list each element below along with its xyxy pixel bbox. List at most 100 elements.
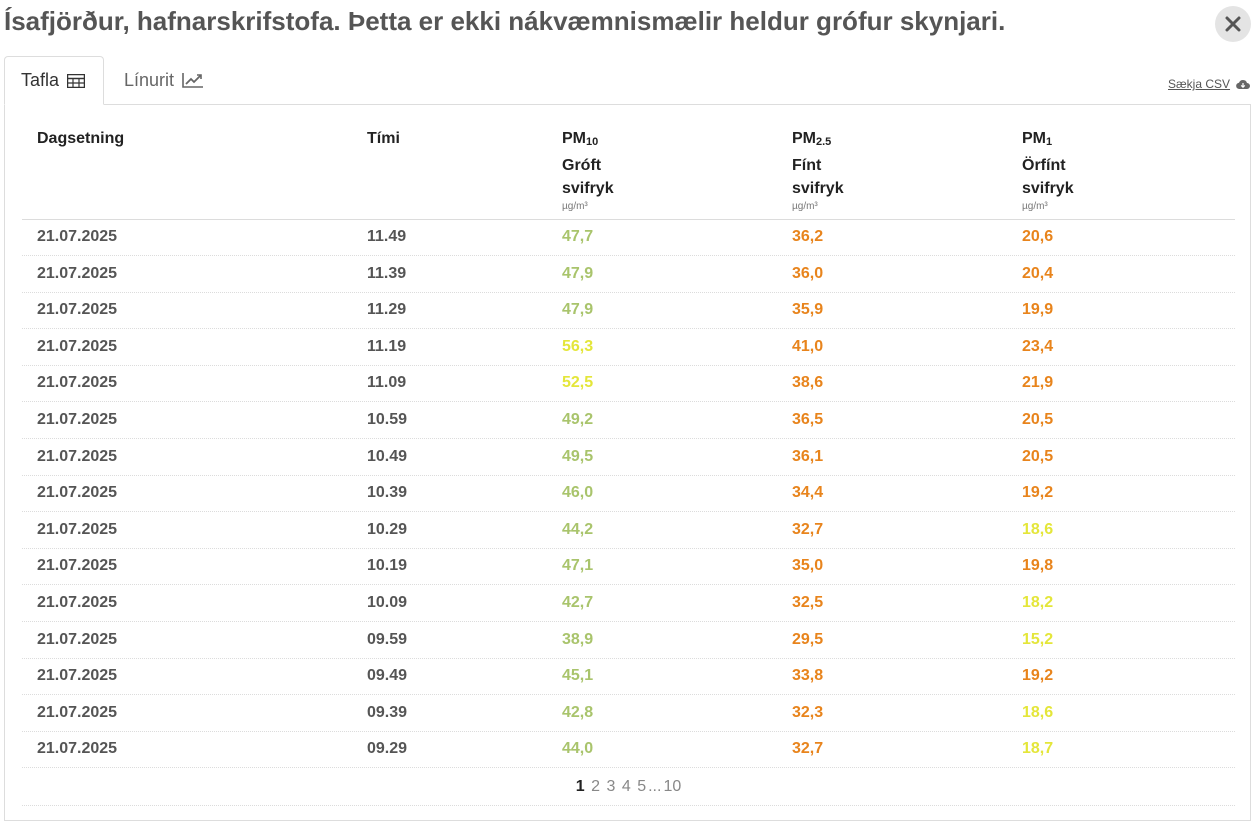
table-row: 21.07.2025 09.39 42,8 32,3 18,6 xyxy=(22,695,1235,732)
table-row: 21.07.2025 09.59 38,9 29,5 15,2 xyxy=(22,622,1235,659)
pm10-subscript: 10 xyxy=(586,136,599,148)
table-row: 21.07.2025 10.59 49,2 36,5 20,5 xyxy=(22,402,1235,439)
pm1-line1: Örfínt xyxy=(1022,157,1066,174)
cell-pm1: 20,6 xyxy=(1022,228,1054,245)
cell-date: 21.07.2025 xyxy=(37,411,118,428)
download-csv-label: Sækja CSV xyxy=(1168,77,1231,91)
column-header-pm25: PM2.5 Fínt svifryk µg/m³ xyxy=(792,127,844,214)
cell-pm10: 46,0 xyxy=(562,484,594,502)
page-title: Ísafjörður, hafnarskrifstofa. Þetta er e… xyxy=(4,6,1006,36)
cell-pm25: 33,8 xyxy=(792,667,824,685)
table-row: 21.07.2025 10.49 49,5 36,1 20,5 xyxy=(22,439,1235,476)
table-row: 21.07.2025 11.39 47,9 36,0 20,4 xyxy=(22,256,1235,293)
pm1-line2: svifryk xyxy=(1022,180,1074,197)
cell-pm10: 49,5 xyxy=(562,447,594,465)
table-row: 21.07.2025 11.49 47,7 36,2 20,6 xyxy=(22,219,1235,256)
cell-pm25: 36,5 xyxy=(792,411,824,428)
cell-time: 11.09 xyxy=(367,374,407,392)
pm1-label: PM xyxy=(1022,130,1046,147)
column-header-time: Tími xyxy=(367,130,400,147)
tab-table-label: Tafla xyxy=(21,70,60,90)
cell-pm10: 52,5 xyxy=(562,374,594,392)
cell-pm1: 20,4 xyxy=(1022,264,1054,282)
pm1-unit: µg/m³ xyxy=(1022,201,1048,212)
column-header-pm1: PM1 Örfínt svifryk µg/m³ xyxy=(1022,127,1074,214)
cell-date: 21.07.2025 xyxy=(37,484,118,502)
pm25-subscript: 2.5 xyxy=(816,136,832,148)
cell-time: 09.39 xyxy=(367,703,408,721)
cell-pm25: 32,7 xyxy=(792,740,824,758)
cell-date: 21.07.2025 xyxy=(37,740,118,758)
cell-date: 21.07.2025 xyxy=(37,703,118,721)
cell-pm25: 35,0 xyxy=(792,557,824,575)
cell-pm25: 32,7 xyxy=(792,520,824,538)
cell-pm1: 19,8 xyxy=(1022,557,1054,575)
cell-date: 21.07.2025 xyxy=(37,630,118,648)
cell-time: 11.39 xyxy=(367,264,407,282)
cell-time: 10.19 xyxy=(367,557,408,575)
cell-pm25: 38,6 xyxy=(792,374,824,392)
cell-date: 21.07.2025 xyxy=(37,447,118,465)
pm10-line2: svifryk xyxy=(562,180,614,197)
cell-date: 21.07.2025 xyxy=(37,667,118,685)
column-header-date: Dagsetning xyxy=(37,130,125,147)
pm25-unit: µg/m³ xyxy=(792,201,818,212)
page-current[interactable]: 1 xyxy=(575,778,585,795)
cell-pm1: 19,9 xyxy=(1022,301,1054,319)
pm1-subscript: 1 xyxy=(1046,136,1053,148)
cell-time: 09.29 xyxy=(367,740,408,758)
tab-chart-label: Línurit xyxy=(124,69,175,90)
cell-pm1: 15,2 xyxy=(1022,630,1054,648)
page-last[interactable]: 10 xyxy=(663,778,682,795)
cell-pm10: 44,2 xyxy=(562,520,594,538)
page-ellipsis: ... xyxy=(648,778,662,795)
pm10-unit: µg/m³ xyxy=(562,201,588,212)
cell-pm10: 38,9 xyxy=(562,630,594,648)
table-row: 21.07.2025 09.29 44,0 32,7 18,7 xyxy=(22,731,1235,769)
pm10-line1: Gróft xyxy=(562,157,602,174)
cell-date: 21.07.2025 xyxy=(37,228,118,245)
cell-time: 10.09 xyxy=(367,594,408,611)
table-row: 21.07.2025 10.09 42,7 32,5 18,2 xyxy=(22,585,1235,622)
cell-time: 10.59 xyxy=(367,411,408,428)
table-row: 21.07.2025 11.19 56,3 41,0 23,4 xyxy=(22,329,1235,366)
pm25-line2: svifryk xyxy=(792,180,844,197)
table-icon xyxy=(67,73,86,88)
cell-date: 21.07.2025 xyxy=(37,337,118,355)
page-link[interactable]: 5 xyxy=(637,778,647,795)
cell-pm25: 36,0 xyxy=(792,264,824,282)
table-row: 21.07.2025 10.39 46,0 34,4 19,2 xyxy=(22,475,1235,513)
cell-time: 09.59 xyxy=(367,630,408,648)
cell-pm1: 21,9 xyxy=(1022,374,1054,392)
close-icon xyxy=(1225,16,1241,32)
cell-pm10: 42,7 xyxy=(562,594,594,611)
cell-pm1: 18,6 xyxy=(1022,520,1054,538)
cell-time: 10.49 xyxy=(367,447,408,465)
cell-date: 21.07.2025 xyxy=(37,594,118,611)
page-link[interactable]: 4 xyxy=(621,778,631,795)
cell-pm1: 20,5 xyxy=(1022,411,1054,428)
cell-date: 21.07.2025 xyxy=(37,301,118,319)
page-link[interactable]: 3 xyxy=(606,778,616,795)
tab-chart[interactable]: Línurit xyxy=(124,56,204,104)
line-chart-icon xyxy=(182,72,204,88)
cell-time: 10.29 xyxy=(367,520,408,538)
cell-pm25: 36,2 xyxy=(792,228,824,245)
close-button[interactable] xyxy=(1215,6,1251,42)
cell-pm1: 19,2 xyxy=(1022,484,1054,502)
cell-time: 11.19 xyxy=(367,337,407,355)
table-row: 21.07.2025 10.29 44,2 32,7 18,6 xyxy=(22,512,1235,549)
cell-pm25: 35,9 xyxy=(792,301,824,319)
cell-pm25: 36,1 xyxy=(792,447,824,465)
page-link[interactable]: 2 xyxy=(591,778,601,795)
tab-table[interactable]: Tafla xyxy=(4,56,104,105)
cell-pm1: 20,5 xyxy=(1022,447,1054,465)
download-csv-link[interactable]: Sækja CSV xyxy=(1168,77,1251,91)
cell-pm25: 41,0 xyxy=(792,337,824,355)
cell-time: 10.39 xyxy=(367,484,408,502)
cell-pm25: 29,5 xyxy=(792,630,824,648)
table-row: 21.07.2025 11.29 47,9 35,9 19,9 xyxy=(22,292,1235,330)
cell-pm10: 49,2 xyxy=(562,411,594,428)
cell-time: 09.49 xyxy=(367,667,408,685)
table-row: 21.07.2025 11.09 52,5 38,6 21,9 xyxy=(22,365,1235,403)
